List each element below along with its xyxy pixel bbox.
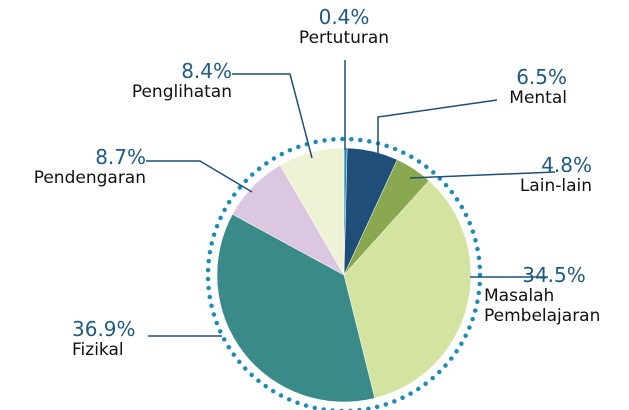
category-label: Masalah Pembelajaran [484,286,601,326]
leader-lines [146,60,556,337]
leader-line [409,171,556,179]
slice [343,180,472,399]
slice-label: 34.5% Masalah Pembelajaran [484,264,624,326]
percent-label: 6.5% [516,65,567,89]
leader-line [377,99,498,158]
category-label: Fizikal [72,340,124,360]
percent-label: 0.4% [318,5,370,29]
leader-line [146,160,253,193]
slice-label: 8.7% Pendengaran [0,146,146,189]
percent-label: 34.5% [522,263,586,287]
dotted-ring [205,136,483,410]
category-label: Lain-lain [519,176,592,196]
category-label: Pendengaran [33,168,146,188]
percent-label: 8.4% [181,59,232,83]
slice-label: 6.5% Mental [417,66,567,109]
category-label: Mental [509,88,567,108]
leader-line [232,73,313,159]
slice-label: 36.9% Fizikal [72,318,212,361]
slice-label: 4.8% Lain-lain [442,154,592,197]
category-label: Pertuturan [298,28,390,48]
percent-label: 4.8% [541,153,592,177]
slices [216,147,472,403]
slice-label: 8.4% Penglihatan [60,60,232,103]
slice-label: 0.4% Pertuturan [244,6,444,49]
percent-label: 8.7% [95,145,146,169]
percent-label: 36.9% [72,317,136,341]
category-label: Penglihatan [131,82,232,102]
slice [216,213,376,403]
